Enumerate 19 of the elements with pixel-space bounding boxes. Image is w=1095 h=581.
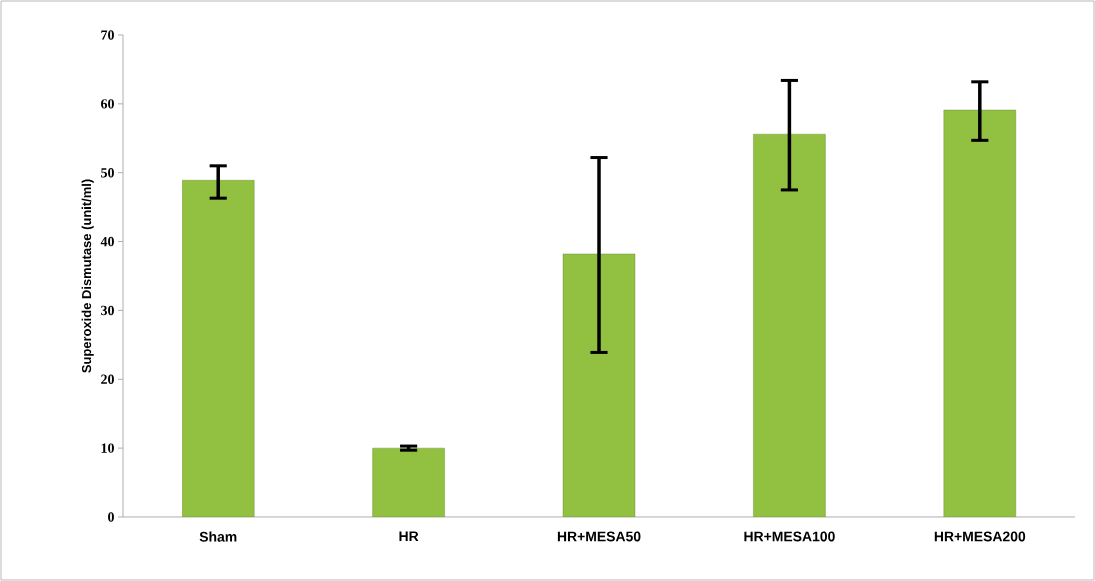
y-tick-label: 40: [100, 236, 114, 247]
bar: [562, 253, 636, 517]
bar: [943, 109, 1017, 517]
y-tick-label: 10: [101, 443, 114, 453]
y-axis-title: Superoxide Dismutase (unit/ml): [81, 179, 94, 373]
bar: [372, 447, 445, 517]
y-tick-label: 60: [101, 99, 114, 109]
y-tick-label: 20: [101, 374, 114, 384]
y-tick-label: 30: [101, 305, 114, 316]
x-tick-label: HR+MESA50: [557, 531, 641, 542]
y-tick-label: 70: [101, 30, 114, 40]
x-tick-label: HR+MESA200: [934, 531, 1026, 542]
x-tick-label: HR: [399, 531, 419, 542]
y-tick-label: 0: [108, 512, 114, 522]
x-tick-label: HR+MESA100: [744, 531, 835, 542]
bar: [753, 133, 826, 517]
y-tick-label: 50: [101, 167, 114, 178]
x-tick-label: Sham: [199, 531, 237, 542]
bar: [182, 180, 255, 517]
